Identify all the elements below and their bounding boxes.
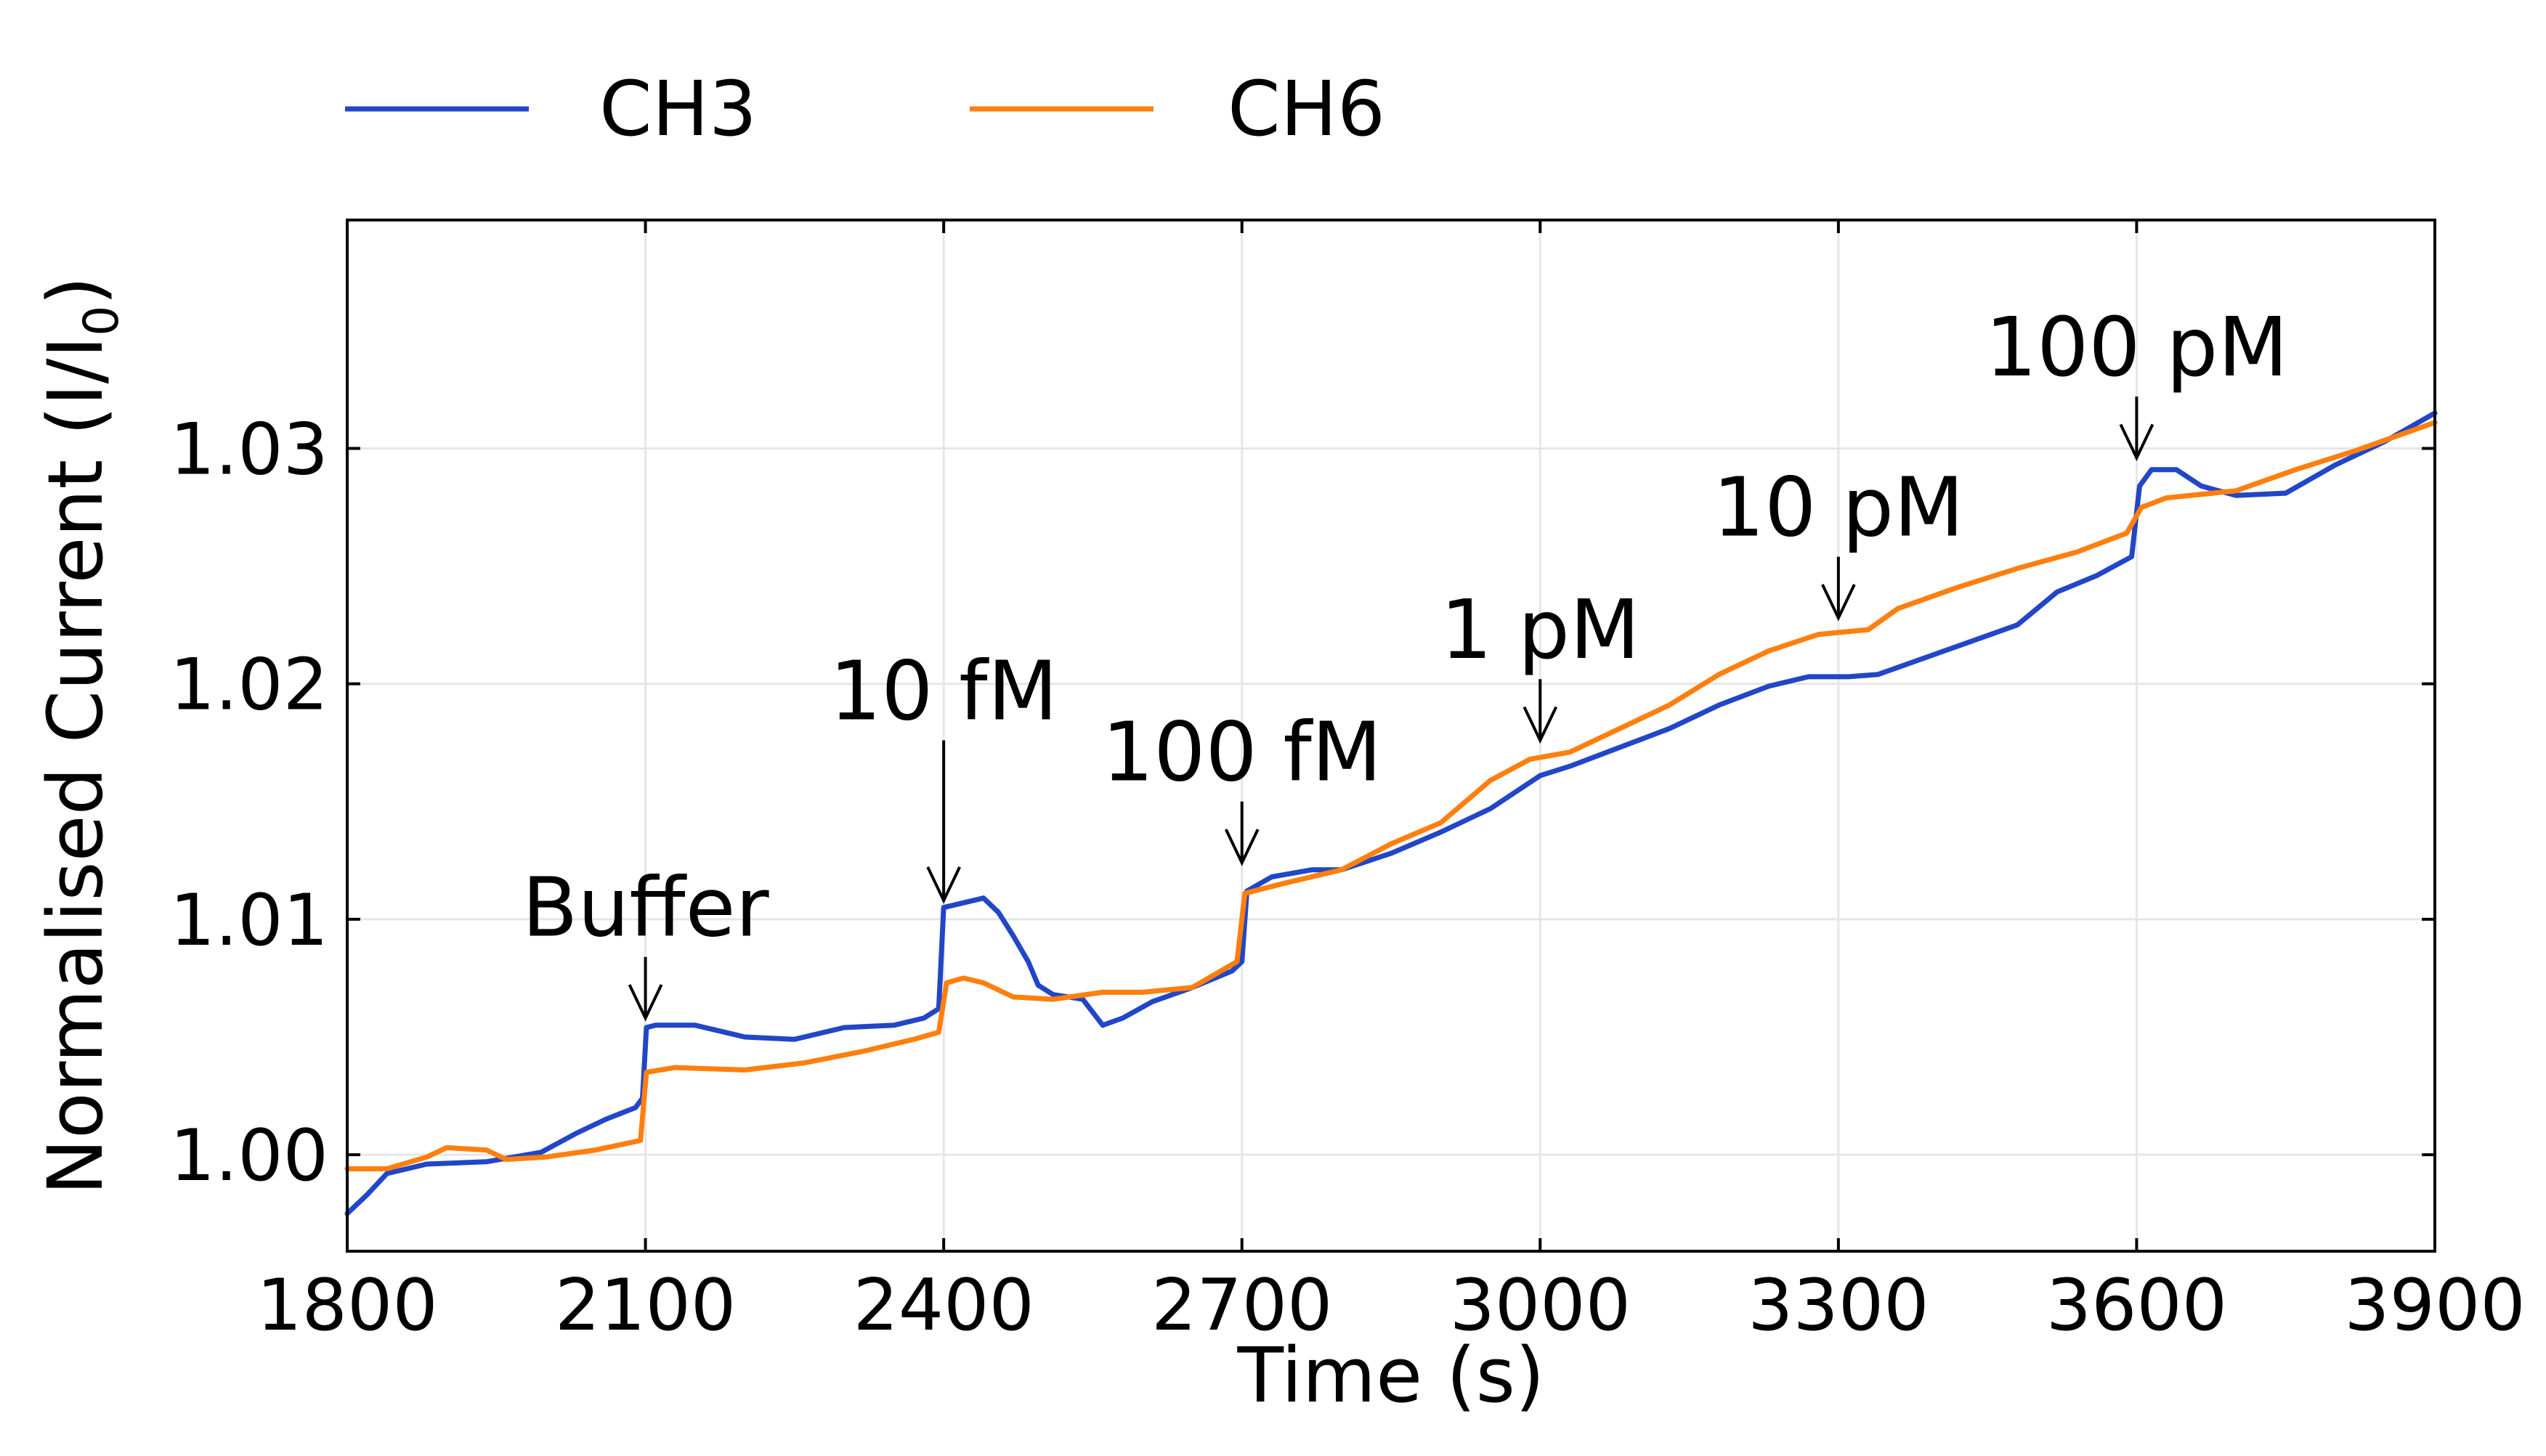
x-tick-label: 3300 <box>1748 1264 1929 1347</box>
legend-label-ch3: CH3 <box>599 65 757 153</box>
legend-label-ch6: CH6 <box>1228 65 1385 153</box>
y-axis-title-main: Normalised Current (I/I <box>31 336 120 1195</box>
annotation-label: 100 pM <box>1985 301 2288 395</box>
annotation: 10 fM <box>830 644 1058 904</box>
annotation-arrowhead <box>1821 584 1856 622</box>
plot-frame <box>346 219 2436 1253</box>
annotation-label: 1 pM <box>1440 583 1640 678</box>
x-tick-label: 2400 <box>853 1264 1034 1347</box>
legend: CH3 CH6 <box>345 65 1385 153</box>
x-tick-label: 3000 <box>1450 1264 1631 1347</box>
annotation-arrowhead <box>2119 423 2154 462</box>
x-tick-label: 3900 <box>2344 1264 2525 1347</box>
x-tick-label: 2700 <box>1151 1264 1332 1347</box>
x-axis-title: Time (s) <box>1237 1331 1545 1420</box>
legend-item-ch6: CH6 <box>970 65 1385 153</box>
annotation: 100 fM <box>1102 706 1382 866</box>
annotation-label: 10 pM <box>1713 460 1964 555</box>
annotation: 1 pM <box>1440 583 1640 744</box>
x-tick-label: 1800 <box>256 1264 437 1347</box>
annotation-arrowhead <box>628 984 663 1022</box>
annotation-label: 10 fM <box>830 644 1058 739</box>
axis-ticks: 1800 2100 2400 2700 3000 3300 3600 3900 1.00 1.01… <box>170 220 2526 1347</box>
x-tick-label: 3600 <box>2046 1264 2227 1347</box>
annotation: 100 pM <box>1985 301 2288 462</box>
y-axis-title-close: ) <box>31 276 120 306</box>
series-line-ch6 <box>344 420 2438 1171</box>
annotation-arrowhead <box>1523 706 1558 744</box>
y-tick-label: 1.01 <box>170 879 328 962</box>
series-lines <box>344 410 2438 1216</box>
annotation: 10 pM <box>1713 460 1964 622</box>
annotation-label: Buffer <box>522 861 770 956</box>
annotation-arrowhead <box>1224 829 1260 866</box>
y-tick-label: 1.02 <box>170 644 328 727</box>
annotation-arrowhead <box>926 866 961 904</box>
legend-item-ch3: CH3 <box>345 65 757 153</box>
annotation: Buffer <box>522 861 770 1022</box>
x-tick-label: 2100 <box>555 1264 736 1347</box>
y-axis-title: Normalised Current (I/I0) <box>31 276 129 1195</box>
y-axis-title-subscript: 0 <box>73 306 129 336</box>
series-line-ch3 <box>344 410 2438 1216</box>
y-tick-label: 1.03 <box>170 408 328 491</box>
annotation-label: 100 fM <box>1102 706 1382 800</box>
y-tick-label: 1.00 <box>170 1115 328 1197</box>
